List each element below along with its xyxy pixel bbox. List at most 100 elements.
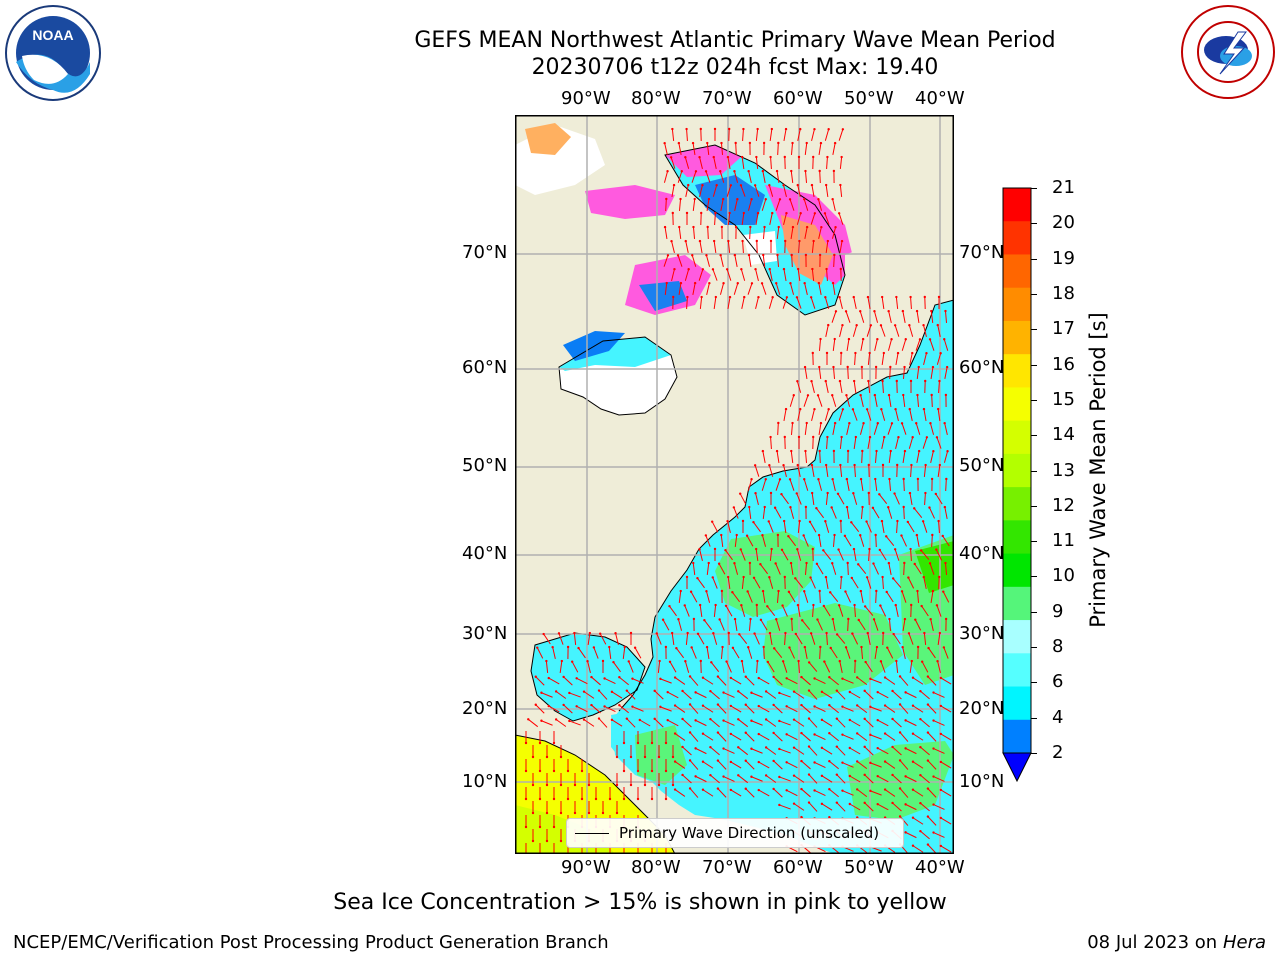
wave-arrow [686,128,688,142]
wave-arrow-head [919,549,923,552]
wave-arrow [803,591,809,603]
wave-arrow-head [890,422,894,425]
wave-arrow [930,590,934,604]
wave-arrow [697,577,705,589]
wave-arrow [686,296,688,310]
wave-arrow [942,591,950,603]
wave-arrow [535,676,545,686]
wave-arrow [545,660,549,674]
wave-arrow-head [857,563,860,566]
wave-arrow [699,604,703,618]
wave-arrow-head [876,774,879,778]
wave-arrow [773,788,783,798]
wave-arrow-head [820,802,824,806]
wave-arrow-head [623,645,626,649]
wave-arrow-head [603,677,606,680]
wave-arrow [747,647,753,659]
wave-arrow-head [726,519,729,523]
wave-arrow-head [819,141,823,145]
wave-arrow [733,507,739,519]
wave-arrow-head [732,506,736,509]
wave-arrow-head [868,547,871,551]
wave-arrow [689,732,699,742]
wave-arrow-head [796,463,799,467]
wave-arrow-head [883,760,887,763]
wave-arrow-head [763,225,766,229]
lon-label-top: 60°W [773,88,823,109]
wave-arrow-head [839,463,842,467]
wave-arrow [811,185,815,197]
wave-arrow [727,240,731,254]
wave-arrow-head [559,783,563,787]
wave-arrow-head [820,718,824,722]
wave-arrow [598,718,608,728]
wave-arrow [873,619,879,631]
wave-arrow-head [694,170,698,173]
wave-arrow-head [799,127,802,131]
wave-arrow [882,576,884,590]
wave-arrow-head [823,212,827,215]
wave-arrow-head [764,774,768,777]
wave-arrow [873,563,879,575]
wave-arrow-head [848,746,852,750]
wave-arrow [793,775,805,783]
wave-arrow [751,692,763,698]
wave-arrow [856,788,868,798]
wave-arrow-head [729,676,733,680]
wave-arrow-head [761,589,765,593]
wave-arrow-head [744,787,747,790]
wave-arrow-head [857,618,860,622]
wave-arrow [745,788,755,798]
wave-arrow [543,633,551,645]
wave-arrow-head [931,365,935,369]
wave-arrow [677,171,683,183]
wave-arrow [559,660,563,674]
wave-arrow-head [778,803,781,807]
wave-arrow [632,678,644,684]
map-svg [515,115,954,854]
wave-arrow [710,774,720,784]
wave-arrow [591,704,601,714]
wave-arrow [527,718,539,728]
wave-arrow-head [689,590,693,593]
wave-arrow-head [708,281,711,285]
wave-arrow [885,536,895,546]
wave-arrow-head [671,127,674,131]
wave-arrow-head [746,590,749,593]
wave-arrow-head [890,338,893,341]
wave-arrow-head [601,659,605,663]
wave-arrow-head [848,774,852,778]
wave-arrow [912,845,924,853]
wave-arrow [692,283,696,295]
wave-arrow-head [538,741,542,745]
wave-arrow [930,451,934,463]
wave-arrow-head [813,705,816,708]
wave-arrow-head [756,659,759,663]
wave-arrow [689,704,699,714]
wave-arrow [893,633,901,645]
wave-arrow [779,720,791,726]
wave-arrow [619,676,629,686]
wave-arrow [808,774,818,784]
wave-arrow-head [871,506,875,510]
wave-arrow [895,296,899,310]
wave-arrow-head [745,534,749,537]
wave-arrow-head [709,689,712,693]
wave-arrow-head [769,155,772,159]
wave-arrow [775,283,781,295]
wave-arrow-head [916,477,920,481]
wave-arrow-head [922,323,925,327]
wave-arrow-head [597,717,601,720]
wave-arrow [804,170,808,184]
wave-arrow-head [881,575,884,579]
wave-arrow-head [803,645,807,649]
wave-arrow [735,142,737,156]
wave-arrow [814,762,826,768]
wave-arrow-head [790,253,793,257]
wave-arrow [842,706,854,712]
wave-arrow [852,325,858,337]
wave-arrow [847,562,849,576]
wave-arrow [761,199,767,211]
wave-arrow-head [772,703,775,707]
wave-arrow-head [926,731,930,734]
